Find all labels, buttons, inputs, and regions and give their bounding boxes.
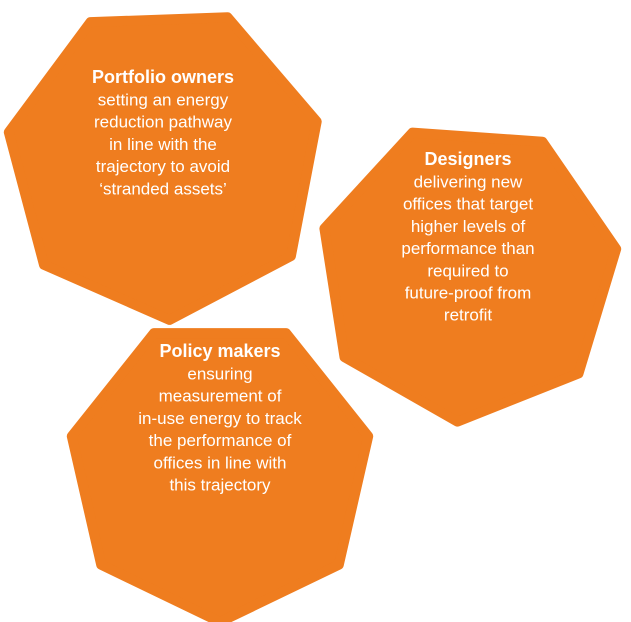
node-text: retrofit — [444, 306, 492, 325]
node-text: this trajectory — [169, 475, 271, 494]
heptagon — [3, 12, 322, 325]
node-text: reduction pathway — [94, 113, 232, 132]
node-text: delivering new — [414, 172, 523, 191]
node-text: in line with the — [109, 135, 217, 154]
node-title: Portfolio owners — [92, 67, 234, 87]
node-text: setting an energy — [98, 90, 229, 109]
node-text: required to — [427, 261, 508, 280]
node-title: Policy makers — [159, 341, 280, 361]
node-title: Designers — [424, 149, 511, 169]
node-text: trajectory to avoid — [96, 157, 230, 176]
node-text: offices in line with — [154, 453, 287, 472]
heptagon — [319, 127, 622, 427]
node-text: performance than — [401, 239, 534, 258]
node-text: the performance of — [149, 431, 292, 450]
node-text: in-use energy to track — [138, 409, 302, 428]
node-text: measurement of — [159, 387, 282, 406]
heptagon — [66, 328, 374, 622]
node-text: future-proof from — [405, 283, 532, 302]
node-text: offices that target — [403, 195, 533, 214]
node-text: higher levels of — [411, 217, 526, 236]
node-text: ‘stranded assets’ — [99, 179, 227, 198]
node-text: ensuring — [187, 364, 252, 383]
